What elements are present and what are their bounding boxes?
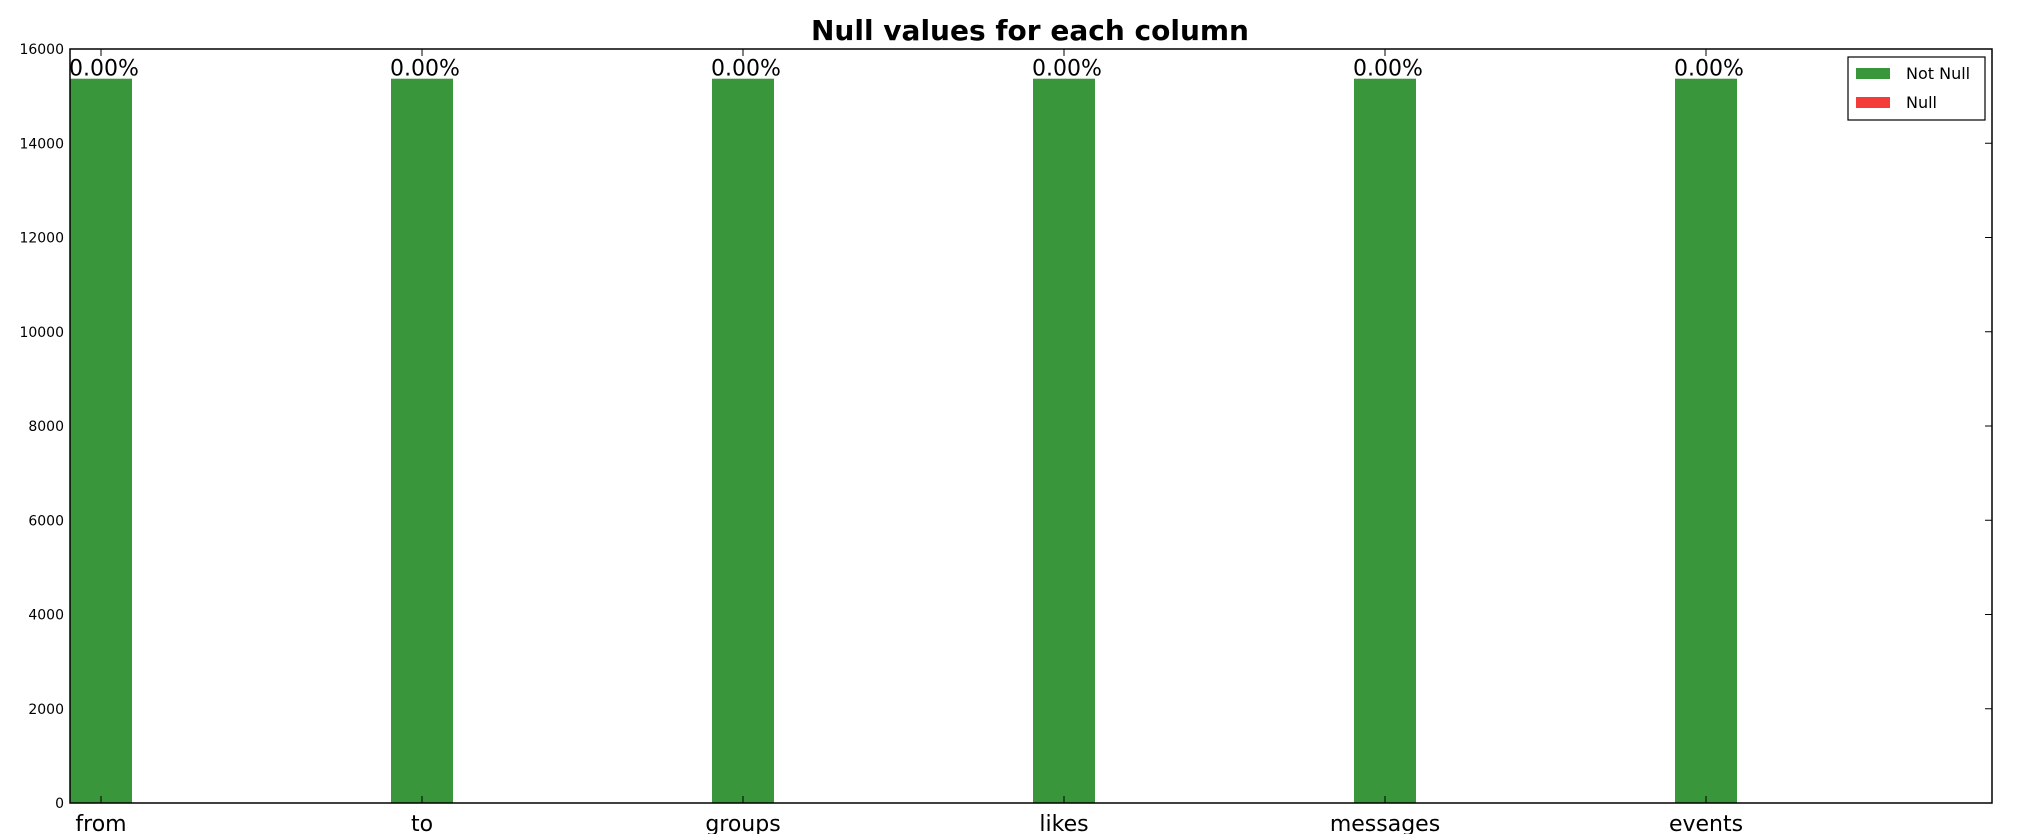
- legend-label-null: Null: [1906, 93, 1937, 112]
- data-labels: 0.00% 0.00% 0.00% 0.00% 0.00% 0.00%: [69, 57, 1744, 82]
- y-tick-label: 10000: [19, 325, 64, 341]
- legend: Not Null Null: [1847, 56, 1986, 121]
- bar-not-null-likes: [1033, 78, 1095, 804]
- x-tick-label-groups: groups: [705, 812, 780, 834]
- bar-not-null-events: [1675, 78, 1737, 804]
- legend-swatch-not-null: [1856, 68, 1890, 79]
- data-label-from: 0.00%: [69, 57, 139, 82]
- y-tick-label: 0: [55, 796, 64, 812]
- chart-title: Null values for each column: [811, 14, 1249, 47]
- legend-label-not-null: Not Null: [1906, 64, 1970, 83]
- bars: [70, 78, 1737, 804]
- x-axis-ticks: from to groups likes messages events: [75, 49, 1743, 834]
- data-label-to: 0.00%: [390, 57, 460, 82]
- bar-not-null-to: [391, 78, 453, 804]
- data-label-messages: 0.00%: [1353, 57, 1423, 82]
- bar-not-null-from: [70, 78, 132, 804]
- y-tick-label: 8000: [28, 419, 64, 435]
- y-tick-label: 12000: [19, 231, 64, 247]
- x-tick-label-likes: likes: [1039, 812, 1088, 834]
- y-tick-label: 6000: [28, 513, 64, 529]
- data-label-events: 0.00%: [1674, 57, 1744, 82]
- y-tick-label: 2000: [28, 702, 64, 718]
- y-axis-ticks: 0 2000 4000 6000 8000 10000 12000 14000 16000: [19, 42, 1992, 812]
- data-label-groups: 0.00%: [711, 57, 781, 82]
- y-tick-label: 16000: [19, 42, 64, 58]
- y-tick-label: 4000: [28, 608, 64, 624]
- x-tick-label-from: from: [75, 812, 126, 834]
- plot-frame: [69, 48, 1993, 804]
- x-tick-label-messages: messages: [1330, 812, 1440, 834]
- x-tick-label-to: to: [411, 812, 433, 834]
- legend-box: [1847, 56, 1986, 121]
- x-tick-label-events: events: [1669, 812, 1743, 834]
- legend-swatch-null: [1856, 97, 1890, 108]
- bar-not-null-groups: [712, 78, 774, 804]
- bar-not-null-messages: [1354, 78, 1416, 804]
- data-label-likes: 0.00%: [1032, 57, 1102, 82]
- y-tick-label: 14000: [19, 136, 64, 152]
